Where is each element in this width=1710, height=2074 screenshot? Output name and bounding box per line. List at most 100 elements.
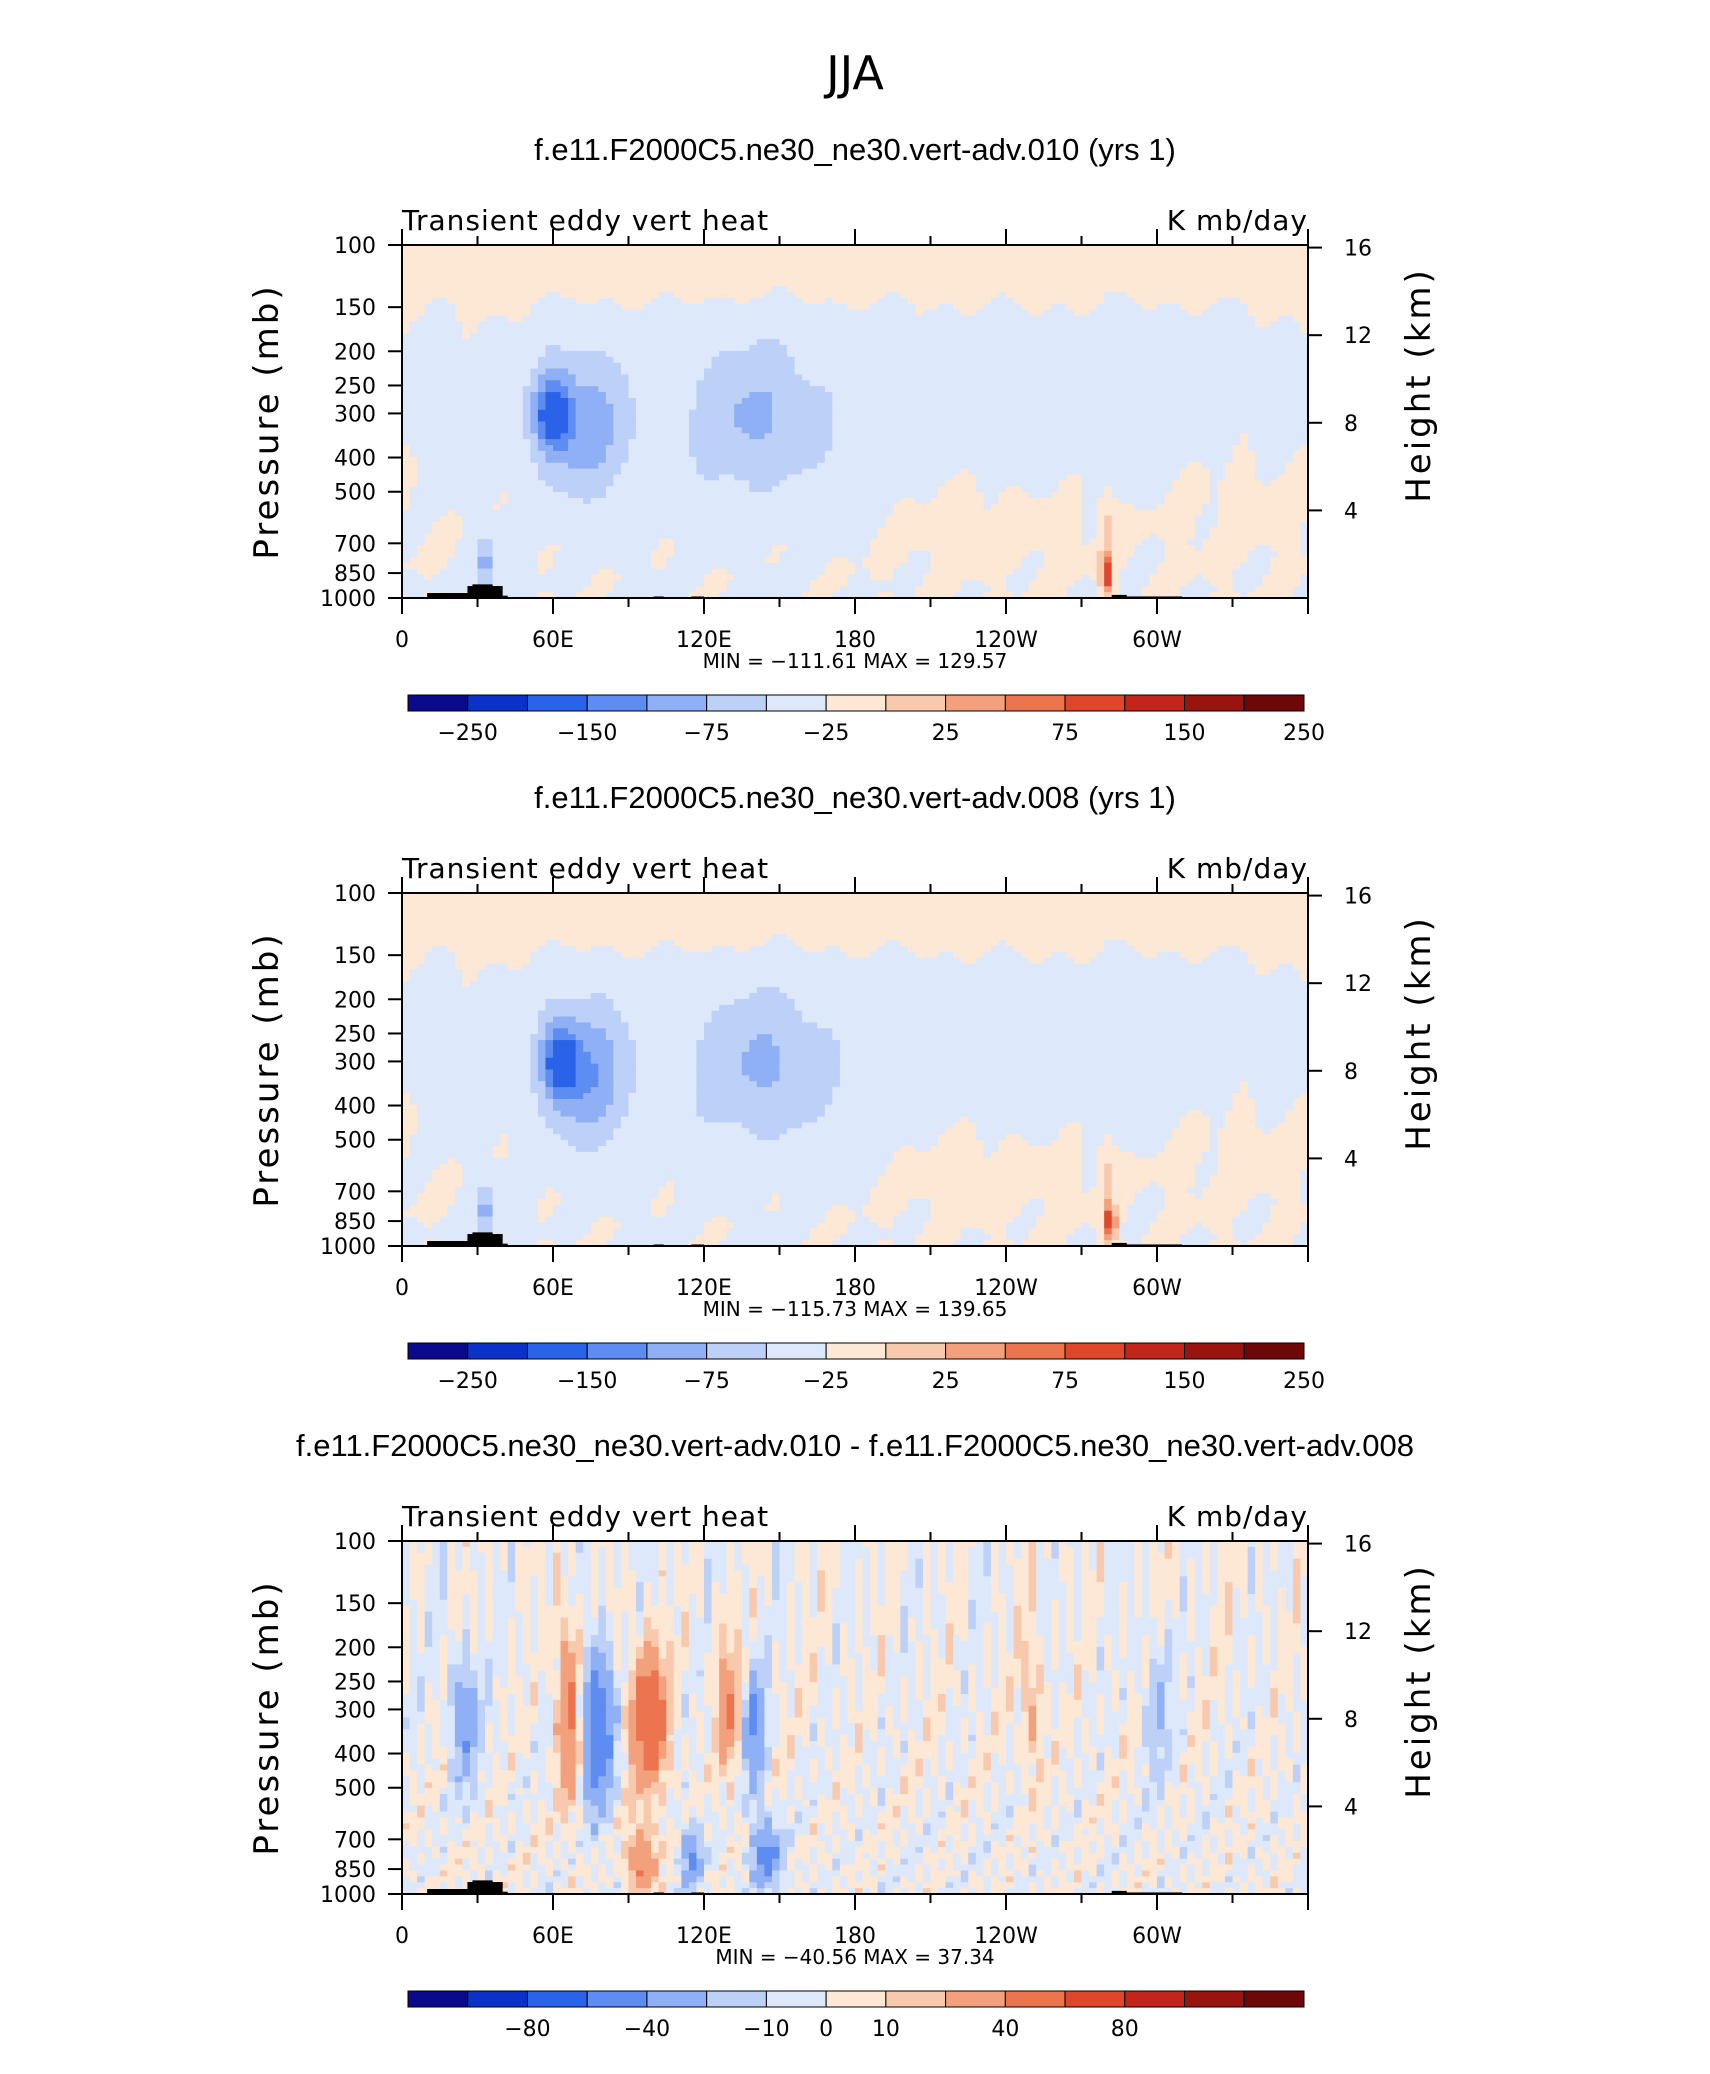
pressure-tick-label: 300 — [334, 1050, 376, 1075]
pressure-tick-label: 1000 — [320, 587, 376, 612]
y2-axis-label: Height (km) — [1399, 915, 1439, 1151]
colorbar-label: 40 — [991, 2017, 1019, 2042]
colorbar-swatch — [825, 1990, 887, 2008]
pressure-tick-label: 300 — [334, 1698, 376, 1723]
min-max-label: MIN = −111.61 MAX = 129.57 — [703, 649, 1008, 673]
units-label: K mb/day — [1167, 204, 1308, 237]
lon-tick-label: 180 — [834, 1276, 876, 1301]
colorbar-swatch — [1004, 1342, 1066, 1360]
pressure-tick-label: 200 — [334, 988, 376, 1013]
colorbar-swatch — [1004, 694, 1066, 712]
colorbar-1 — [407, 694, 1305, 712]
colorbar-label: −150 — [557, 721, 617, 746]
pressure-tick-label: 700 — [334, 1180, 376, 1205]
lon-tick-label: 120W — [974, 1924, 1038, 1949]
colorbar-swatch — [945, 694, 1006, 712]
lon-tick-label: 180 — [834, 628, 876, 653]
lon-tick-label: 120E — [676, 1276, 732, 1301]
pressure-tick-label: 100 — [334, 234, 376, 259]
variable-label: Transient eddy vert heat — [401, 1500, 769, 1533]
pressure-tick-label: 400 — [334, 447, 376, 472]
height-tick-label: 16 — [1344, 885, 1372, 910]
colorbar-label: −25 — [803, 721, 849, 746]
height-tick-label: 12 — [1344, 324, 1372, 349]
colorbar-swatch — [586, 1342, 648, 1360]
colorbar-label: −75 — [683, 721, 729, 746]
pressure-tick-label: 700 — [334, 1828, 376, 1853]
colorbar-swatch — [706, 1342, 767, 1360]
lon-tick-label: 60W — [1132, 628, 1182, 653]
colorbar-swatch — [1124, 1342, 1186, 1360]
pressure-tick-label: 500 — [334, 1129, 376, 1154]
colorbar-label: −250 — [438, 721, 498, 746]
colorbar-swatch — [706, 694, 767, 712]
lon-tick-label: 120E — [676, 1924, 732, 1949]
colorbar-swatch — [467, 694, 528, 712]
pressure-tick-label: 300 — [334, 402, 376, 427]
lon-tick-label: 180 — [834, 1924, 876, 1949]
colorbar-swatch — [945, 1990, 1006, 2008]
pressure-tick-label: 500 — [334, 481, 376, 506]
colorbar-swatch — [526, 1990, 588, 2008]
colorbar-swatch — [945, 1342, 1006, 1360]
units-label: K mb/day — [1167, 852, 1308, 885]
colorbar-swatch — [825, 694, 887, 712]
colorbar-swatch — [407, 1990, 469, 2008]
lon-tick-label: 0 — [395, 628, 409, 653]
height-tick-label: 8 — [1344, 412, 1358, 437]
lon-tick-label: 60E — [532, 1924, 574, 1949]
colorbar-swatch — [1243, 1990, 1305, 2008]
plot-area-2 — [402, 893, 1308, 1246]
pressure-tick-label: 200 — [334, 340, 376, 365]
colorbar-label: 150 — [1164, 721, 1206, 746]
pressure-tick-label: 100 — [334, 1530, 376, 1555]
panel-3-title: f.e11.F2000C5.ne30_ne30.vert-adv.010 - f… — [0, 1428, 1710, 1464]
colorbar-label: −80 — [504, 2017, 550, 2042]
pressure-tick-label: 250 — [334, 374, 376, 399]
colorbar-label: 75 — [1051, 1369, 1079, 1394]
height-tick-label: 16 — [1344, 237, 1372, 262]
y2-axis-label: Height (km) — [1399, 267, 1439, 503]
colorbar-label: 10 — [872, 2017, 900, 2042]
pressure-tick-label: 400 — [334, 1743, 376, 1768]
height-tick-label: 12 — [1344, 1620, 1372, 1645]
colorbar-swatch — [885, 694, 947, 712]
colorbar-label: −40 — [624, 2017, 670, 2042]
panel-1-title: f.e11.F2000C5.ne30_ne30.vert-adv.010 (yr… — [0, 132, 1710, 168]
lon-tick-label: 120W — [974, 628, 1038, 653]
colorbar-label: 25 — [932, 1369, 960, 1394]
colorbar-swatch — [407, 694, 469, 712]
colorbar-swatch — [1064, 1342, 1126, 1360]
colorbar-label: 250 — [1283, 1369, 1325, 1394]
pressure-tick-label: 500 — [334, 1777, 376, 1802]
colorbar-swatch — [1064, 1990, 1126, 2008]
pressure-tick-label: 400 — [334, 1095, 376, 1120]
colorbar-label: −75 — [683, 1369, 729, 1394]
colorbar-label: 80 — [1111, 2017, 1139, 2042]
colorbar-swatch — [1124, 694, 1186, 712]
variable-label: Transient eddy vert heat — [401, 204, 769, 237]
lon-tick-label: 60E — [532, 628, 574, 653]
colorbar-swatch — [825, 1342, 887, 1360]
lon-tick-label: 0 — [395, 1924, 409, 1949]
y-axis-label: Pressure (mb) — [247, 931, 287, 1207]
page-title: JJA — [0, 46, 1710, 100]
colorbar-label: 25 — [932, 721, 960, 746]
y-axis-label: Pressure (mb) — [247, 283, 287, 559]
pressure-tick-label: 1000 — [320, 1235, 376, 1260]
colorbar-label: 75 — [1051, 721, 1079, 746]
lon-tick-label: 120W — [974, 1276, 1038, 1301]
colorbar-swatch — [646, 1990, 708, 2008]
colorbar-swatch — [407, 1342, 469, 1360]
colorbar-swatch — [467, 1342, 528, 1360]
lon-tick-label: 60E — [532, 1276, 574, 1301]
colorbar-swatch — [1184, 694, 1245, 712]
colorbar-swatch — [646, 694, 708, 712]
colorbar-2 — [407, 1342, 1305, 1360]
height-tick-label: 8 — [1344, 1060, 1358, 1085]
min-max-label: MIN = −115.73 MAX = 139.65 — [703, 1297, 1008, 1321]
plot-area-1 — [402, 245, 1308, 598]
colorbar-swatch — [1064, 694, 1126, 712]
pressure-tick-label: 200 — [334, 1636, 376, 1661]
